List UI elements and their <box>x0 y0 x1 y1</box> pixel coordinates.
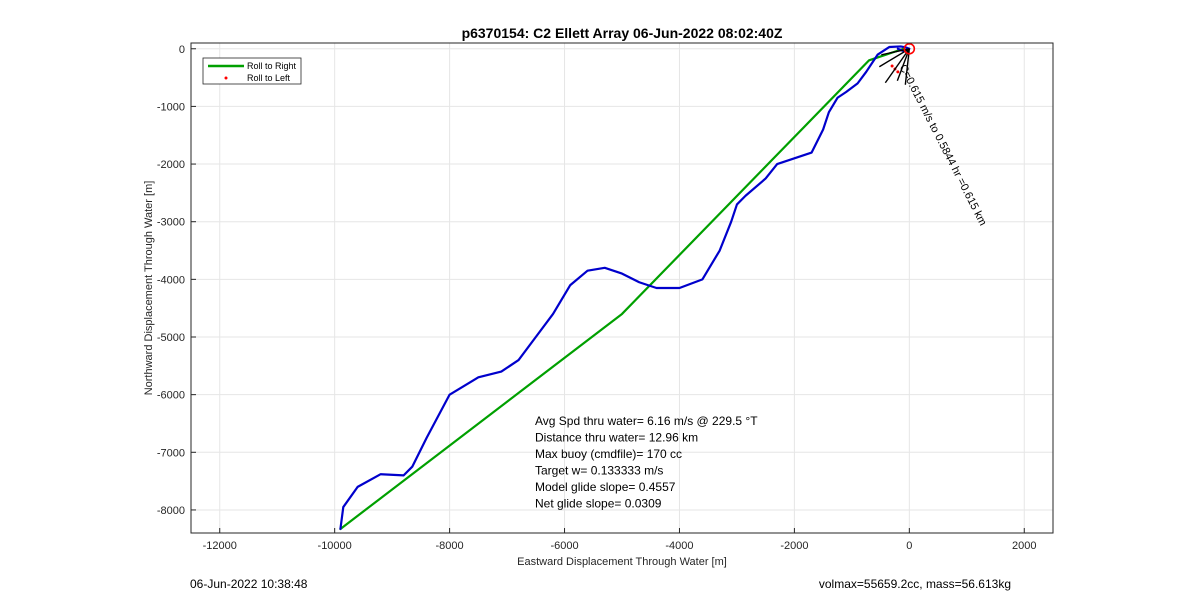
legend-box <box>202 57 302 85</box>
y-tick-label: -5000 <box>157 332 185 344</box>
x-axis-label: Eastward Displacement Through Water [m] <box>517 556 727 568</box>
legend-roll-right-label: Roll to Right <box>247 61 297 71</box>
y-tick-label: 0 <box>179 44 185 56</box>
y-tick-label: -6000 <box>157 390 185 402</box>
y-axis-label: Northward Displacement Through Water [m] <box>143 181 155 396</box>
stat-line: Max buoy (cmdfile)= 170 cc <box>535 447 682 461</box>
footer-timestamp: 06-Jun-2022 10:38:48 <box>190 577 308 591</box>
x-tick-label: -4000 <box>665 540 693 552</box>
stat-line: Avg Spd thru water= 6.16 m/s @ 229.5 °T <box>535 414 758 428</box>
stat-line: Net glide slope= 0.0309 <box>535 497 662 511</box>
chart-title: p6370154: C2 Ellett Array 06-Jun-2022 08… <box>462 25 783 41</box>
y-tick-label: -2000 <box>157 159 185 171</box>
current-arrow <box>878 48 910 68</box>
stat-line: Model glide slope= 0.4557 <box>535 480 676 494</box>
x-tick-label: -2000 <box>780 540 808 552</box>
y-tick-label: -1000 <box>157 101 185 113</box>
legend-roll-left-swatch <box>224 76 228 80</box>
stat-line: Distance thru water= 12.96 km <box>535 431 698 445</box>
axes-box <box>190 42 1054 534</box>
x-tick-label: 2000 <box>1012 540 1036 552</box>
roll-left-point <box>896 70 900 74</box>
footer-mass-info: volmax=55659.2cc, mass=56.613kg <box>819 577 1011 591</box>
current-arrow <box>884 48 910 84</box>
end-marker <box>903 42 916 55</box>
x-tick-label: -10000 <box>318 540 352 552</box>
y-tick-label: -8000 <box>157 505 185 517</box>
x-tick-label: -8000 <box>436 540 464 552</box>
current-arrow <box>904 48 911 85</box>
roll-right-track-line <box>339 47 905 531</box>
glider-track-line <box>339 45 911 531</box>
roll-left-point <box>890 64 894 68</box>
stat-line: Target w= 0.133333 m/s <box>535 464 663 478</box>
x-tick-label: 0 <box>906 540 912 552</box>
y-tick-label: -7000 <box>157 447 185 459</box>
legend-roll-left-label: Roll to Left <box>247 73 291 83</box>
y-tick-label: -4000 <box>157 274 185 286</box>
x-tick-label: -6000 <box>550 540 578 552</box>
x-tick-label: -12000 <box>203 540 237 552</box>
y-tick-label: -3000 <box>157 217 185 229</box>
